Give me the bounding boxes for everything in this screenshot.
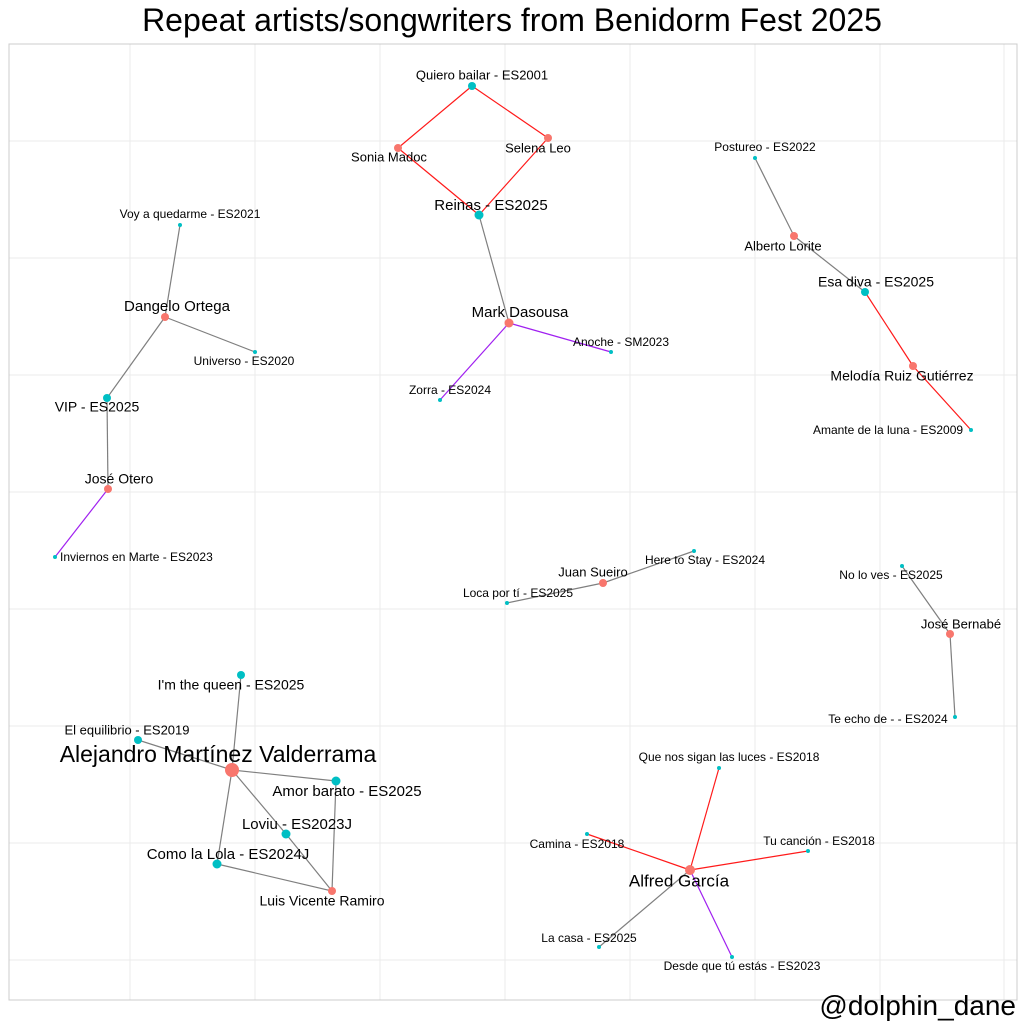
node-voy: [178, 223, 182, 227]
edge-quiero-selena: [472, 86, 548, 138]
author-credit: @dolphin_dane: [819, 990, 1016, 1022]
node-teecho: [953, 715, 957, 719]
node-tucancion: [806, 849, 810, 853]
node-inviernos: [53, 555, 57, 559]
node-label-lacasa: La casa - ES2025: [541, 931, 637, 945]
edge-quenos-alfred: [690, 768, 719, 870]
node-quiero: [468, 82, 476, 90]
node-label-selena: Selena Leo: [505, 140, 571, 155]
node-label-camina: Camina - ES2018: [530, 837, 625, 851]
node-label-melodia: Melodía Ruiz Gutiérrez: [830, 368, 973, 384]
edge-quiero-sonia: [398, 86, 472, 148]
node-label-heretostay: Here to Stay - ES2024: [645, 553, 765, 567]
edge-lola-luis: [217, 864, 332, 891]
node-label-teecho: Te echo de - - ES2024: [828, 712, 948, 726]
node-label-jose_otero: José Otero: [85, 471, 154, 487]
node-label-inviernos: Inviernos en Marte - ES2023: [60, 550, 213, 564]
node-label-alfred: Alfred García: [629, 871, 730, 890]
node-label-luis: Luis Vicente Ramiro: [259, 893, 384, 909]
edge-postureo-alberto: [755, 158, 794, 236]
node-anoche: [609, 350, 613, 354]
node-loca: [505, 601, 509, 605]
edge-dangelo-vip: [107, 317, 165, 398]
node-label-alberto: Alberto Lorite: [744, 238, 821, 253]
node-label-quenos: Que nos sigan las luces - ES2018: [639, 750, 820, 764]
node-label-dangelo: Dangelo Ortega: [124, 298, 231, 315]
node-label-loviu: Loviu - ES2023J: [242, 816, 352, 833]
edge-tucancion-alfred: [690, 851, 808, 870]
node-label-postureo: Postureo - ES2022: [714, 140, 816, 154]
node-label-queen: I'm the queen - ES2025: [158, 677, 305, 693]
node-label-amante: Amante de la luna - ES2009: [813, 423, 963, 437]
node-label-tucancion: Tu canción - ES2018: [763, 834, 875, 848]
node-label-vip: VIP - ES2025: [55, 399, 140, 415]
node-label-reinas: Reinas - ES2025: [434, 197, 547, 214]
node-label-universo: Universo - ES2020: [194, 354, 295, 368]
node-label-bernabe: José Bernabé: [921, 616, 1001, 631]
edge-dangelo-universo: [165, 317, 255, 352]
node-label-voy: Voy a quedarme - ES2021: [120, 207, 261, 221]
node-label-zorra: Zorra - ES2024: [409, 383, 491, 397]
node-label-mark: Mark Dasousa: [472, 304, 569, 321]
node-label-desde: Desde que tú estás - ES2023: [664, 959, 821, 973]
label-layer: Quiero bailar - ES2001 Sonia Madoc Selena …: [55, 67, 1001, 973]
node-label-loca: Loca por tí - ES2025: [463, 586, 573, 600]
node-label-alejandro: Alejandro Martínez Valderrama: [60, 741, 377, 767]
node-label-anoche: Anoche - SM2023: [573, 335, 669, 349]
node-label-noloves: No lo ves - ES2025: [839, 568, 943, 582]
node-label-amorbarato: Amor barato - ES2025: [272, 783, 421, 800]
node-postureo: [753, 156, 757, 160]
node-label-lola: Como la Lola - ES2024J: [147, 846, 310, 863]
node-juan: [599, 579, 607, 587]
node-lacasa: [597, 945, 601, 949]
edge-bernabe-teecho: [950, 634, 955, 717]
edge-esadiva-melodia: [865, 292, 913, 366]
node-quenos: [717, 766, 721, 770]
node-label-quiero: Quiero bailar - ES2001: [416, 67, 548, 82]
edge-jose_otero-inviernos: [55, 489, 108, 557]
node-camina: [585, 832, 589, 836]
network-graph: Quiero bailar - ES2001 Sonia Madoc Selena …: [0, 0, 1024, 1024]
node-label-sonia: Sonia Madoc: [351, 149, 427, 164]
node-zorra: [438, 398, 442, 402]
node-label-juan: Juan Sueiro: [558, 564, 627, 579]
node-label-equilibrio: El equilibrio - ES2019: [64, 722, 189, 737]
node-amante: [969, 428, 973, 432]
edge-alejandro-amorbarato: [232, 770, 336, 781]
node-label-esadiva: Esa diva - ES2025: [818, 274, 934, 290]
